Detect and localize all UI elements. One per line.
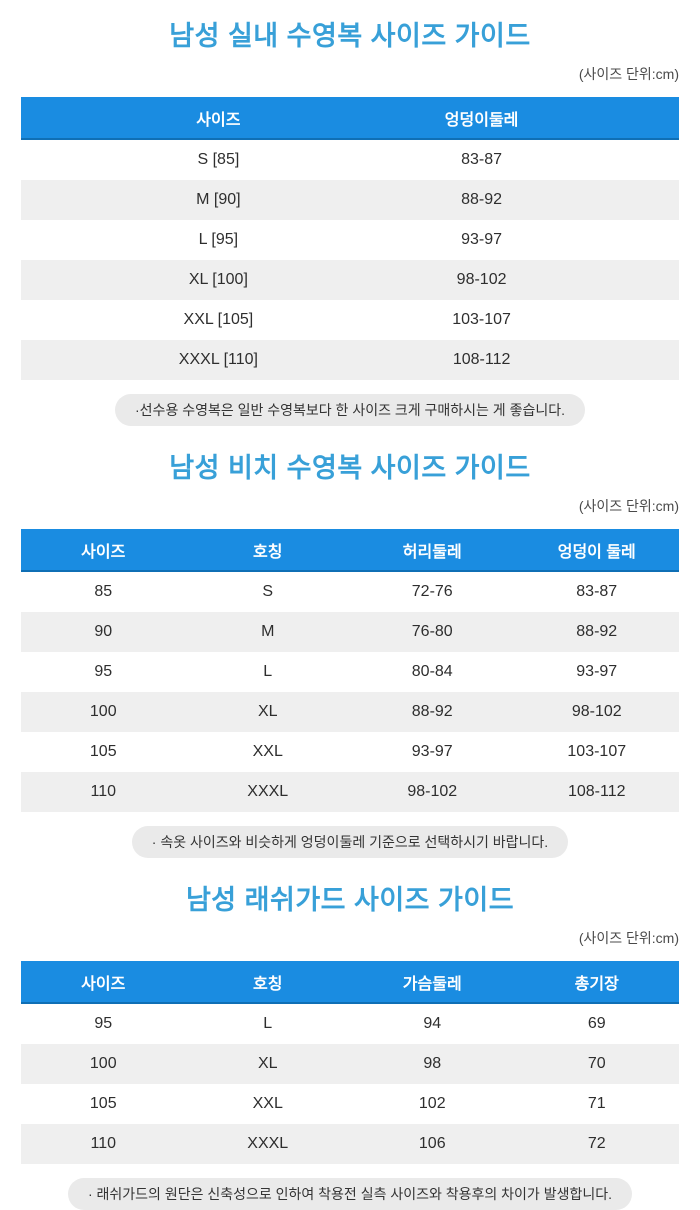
table-cell: 83-87 [576,583,618,600]
column-header: 호칭 [253,543,283,561]
table-row: M [90] 88-92 [21,180,679,220]
table-cell: 95 [94,1015,113,1032]
table-row: XXL [105] 103-107 [21,300,679,340]
table-cell: 106 [418,1135,446,1152]
column-header: 가슴둘레 [402,975,462,993]
table-cell: 90 [94,623,113,640]
table-cell: 110 [90,783,116,800]
table-row: L [95] 93-97 [21,220,679,260]
size-guide-section-indoor-swimwear: 남성 실내 수영복 사이즈 가이드 (사이즈 단위:cm) 사이즈 엉덩이둘레 S … [0,16,700,426]
column-header: 사이즈 [196,111,241,129]
table-cell: 98-102 [456,271,507,288]
table-cell: 103-107 [452,311,511,328]
table-cell: 72-76 [411,583,453,600]
table-cell: 98-102 [407,783,458,800]
column-header: 사이즈 [81,543,126,561]
note-container: · 속옷 사이즈와 비슷하게 엉덩이둘레 기준으로 선택하시기 바랍니다. [21,826,679,858]
table-cell: XXL [105] [183,311,254,328]
table-cell: M [261,623,275,640]
table-cell: S [85] [197,151,240,168]
table-cell: 72 [587,1135,606,1152]
unit-label: (사이즈 단위:cm) [578,930,679,946]
note-container: · 래쉬가드의 원단은 신축성으로 인하여 착용전 실측 사이즈와 착용후의 차… [21,1178,679,1210]
table-cell: 95 [94,663,113,680]
table-cell: 85 [94,583,113,600]
table-header-row: 사이즈 호칭 허리둘레 엉덩이 둘레 [21,529,679,572]
table-row: 90 M 76-80 88-92 [21,612,679,652]
note-badge: ·선수용 수영복은 일반 수영복보다 한 사이즈 크게 구매하시는 게 좋습니다… [115,394,585,426]
table-cell: 100 [89,703,117,720]
unit-label: (사이즈 단위:cm) [578,66,679,82]
table-cell: XXXL [247,783,289,800]
table-cell: L [95] [198,231,239,248]
table-cell: 102 [418,1095,446,1112]
table-cell: L [263,1015,273,1032]
table-cell: 108-112 [567,783,626,800]
table-cell: 88-92 [576,623,618,640]
table-cell: 76-80 [411,623,453,640]
table-cell: 105 [89,1095,117,1112]
table-cell: S [262,583,274,600]
page-title: 남성 래쉬가드 사이즈 가이드 [185,885,515,915]
table-cell: 93-97 [576,663,618,680]
table-row: XXXL [110] 108-112 [21,340,679,380]
table-cell: 88-92 [411,703,453,720]
table-cell: M [90] [196,191,241,208]
size-table: 사이즈 엉덩이둘레 S [85] 83-87 M [90] 88-92 L [95] 93-9… [21,97,679,380]
table-cell: XXL [252,743,283,760]
note-container: ·선수용 수영복은 일반 수영복보다 한 사이즈 크게 구매하시는 게 좋습니다… [21,394,679,426]
table-row: XL [100] 98-102 [21,260,679,300]
column-header: 허리둘레 [402,543,462,561]
table-cell: 105 [89,743,117,760]
size-table: 사이즈 호칭 허리둘레 엉덩이 둘레 85 S 72-76 83-87 90 M 76-80 88-9… [21,529,679,812]
table-cell: 80-84 [411,663,453,680]
table-cell: XL [257,1055,278,1072]
table-row: 100 XL 98 70 [21,1044,679,1084]
size-table: 사이즈 호칭 가슴둘레 총기장 95 L 94 69 100 XL 98 70 105 XXL 102 71 1… [21,961,679,1164]
table-cell: XXL [252,1095,283,1112]
size-guide-section-rashguard: 남성 래쉬가드 사이즈 가이드 (사이즈 단위:cm) 사이즈 호칭 가슴둘레 총기장… [0,880,700,1210]
table-cell: 88-92 [461,191,503,208]
page-title: 남성 실내 수영복 사이즈 가이드 [169,21,531,51]
unit-label: (사이즈 단위:cm) [578,498,679,514]
table-row: S [85] 83-87 [21,140,679,180]
table-row: 105 XXL 102 71 [21,1084,679,1124]
table-cell: 110 [90,1135,116,1152]
column-header: 사이즈 [81,975,126,993]
table-cell: XXXL [247,1135,289,1152]
table-header-row: 사이즈 호칭 가슴둘레 총기장 [21,961,679,1004]
table-row: 110 XXXL 106 72 [21,1124,679,1164]
table-cell: XXXL [110] [178,351,258,368]
table-cell: 83-87 [461,151,503,168]
table-row: 110 XXXL 98-102 108-112 [21,772,679,812]
note-badge: · 속옷 사이즈와 비슷하게 엉덩이둘레 기준으로 선택하시기 바랍니다. [131,826,569,858]
table-header-row: 사이즈 엉덩이둘레 [21,97,679,140]
column-header: 총기장 [574,975,619,993]
table-cell: XL [257,703,278,720]
table-row: 95 L 94 69 [21,1004,679,1044]
table-cell: 103-107 [567,743,627,760]
table-cell: 93-97 [411,743,453,760]
column-header: 호칭 [253,975,283,993]
table-cell: 98-102 [571,703,622,720]
table-row: 100 XL 88-92 98-102 [21,692,679,732]
table-cell: 100 [89,1055,117,1072]
table-row: 95 L 80-84 93-97 [21,652,679,692]
table-cell: XL [100] [188,271,248,288]
table-row: 105 XXL 93-97 103-107 [21,732,679,772]
table-cell: 70 [587,1055,606,1072]
table-cell: 69 [587,1015,606,1032]
column-header: 엉덩이둘레 [444,111,519,129]
table-cell: 108-112 [452,351,511,368]
table-cell: 71 [587,1095,606,1112]
column-header: 엉덩이 둘레 [557,543,636,561]
table-cell: 98 [423,1055,442,1072]
page-title: 남성 비치 수영복 사이즈 가이드 [169,453,531,483]
table-row: 85 S 72-76 83-87 [21,572,679,612]
size-guide-section-beach-swimwear: 남성 비치 수영복 사이즈 가이드 (사이즈 단위:cm) 사이즈 호칭 허리둘레 엉… [0,448,700,858]
note-badge: · 래쉬가드의 원단은 신축성으로 인하여 착용전 실측 사이즈와 착용후의 차… [67,1178,632,1210]
table-cell: 93-97 [461,231,503,248]
table-cell: L [263,663,273,680]
table-cell: 94 [423,1015,442,1032]
